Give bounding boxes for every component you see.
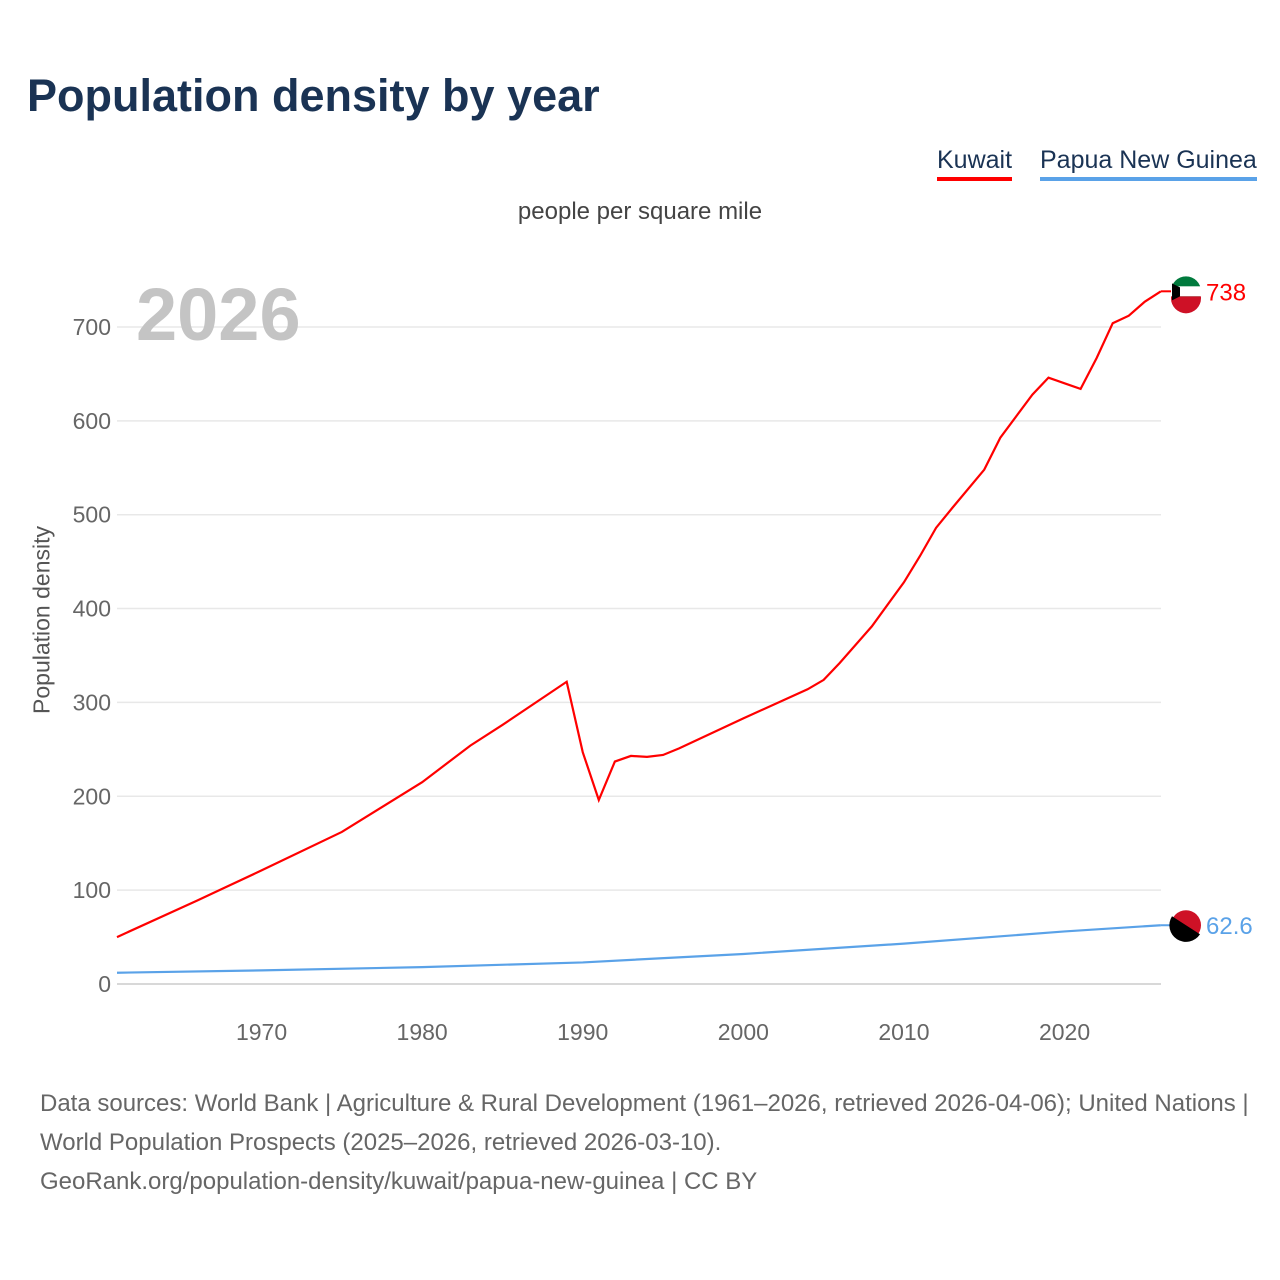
legend-papua-new-guinea[interactable]: Papua New Guinea: [1040, 146, 1257, 181]
y-tick-label: 200: [73, 783, 111, 809]
x-tick-label: 1990: [557, 1019, 608, 1045]
series-line-papua-new-guinea: [116, 924, 1161, 974]
y-tick-label: 300: [73, 689, 111, 715]
y-tick-label: 100: [73, 877, 111, 903]
y-tick-label: 0: [98, 971, 111, 997]
unit-label: people per square mile: [517, 198, 763, 225]
y-tick-label: 500: [73, 502, 111, 528]
end-value-label: 738: [1206, 279, 1246, 306]
legend-kuwait[interactable]: Kuwait: [937, 146, 1013, 181]
end-value-label: 62.6: [1206, 913, 1253, 940]
x-tick-label: 2020: [1039, 1019, 1090, 1045]
source-text: Data sources: World Bank | Agriculture &…: [40, 1090, 1249, 1156]
series-line-kuwait: [116, 290, 1162, 939]
year-watermark: 2026: [136, 273, 301, 356]
source-url[interactable]: GeoRank.org/population-density/kuwait/pa…: [40, 1168, 758, 1195]
y-tick-label: 400: [73, 596, 111, 622]
x-tick-label: 1980: [397, 1019, 448, 1045]
flag-stripe: [1171, 286, 1201, 297]
y-tick-label: 600: [73, 408, 111, 434]
flag-stripe: [1171, 296, 1201, 314]
footer: Data sources: World Bank | Agriculture &…: [40, 1084, 1250, 1201]
x-tick-label: 1970: [236, 1019, 287, 1045]
x-tick-label: 2010: [878, 1019, 929, 1045]
chart-title: Population density by year: [27, 70, 600, 121]
y-tick-label: 700: [73, 314, 111, 340]
flag-half: [1169, 916, 1200, 942]
x-tick-label: 2000: [718, 1019, 769, 1045]
flag-trapezoid: [1172, 283, 1180, 301]
